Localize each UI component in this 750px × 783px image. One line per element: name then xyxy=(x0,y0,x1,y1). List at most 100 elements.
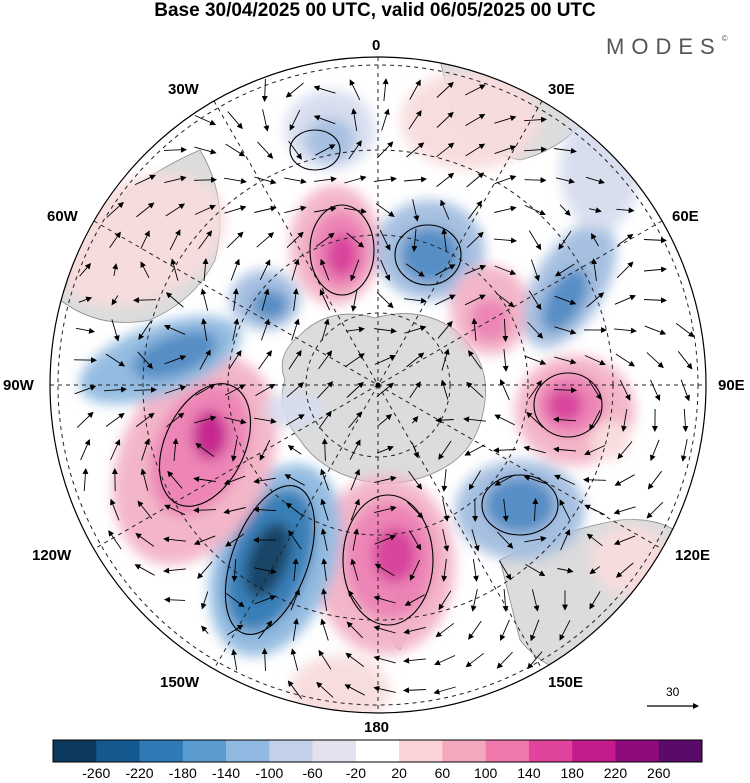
lon-label-180: 180 xyxy=(364,719,390,736)
wind-arrow xyxy=(591,233,599,247)
wind-arrow xyxy=(530,619,540,642)
wind-arrow xyxy=(200,288,209,311)
wind-arrow xyxy=(313,115,336,125)
wind-arrow xyxy=(468,620,482,640)
wind-arrow xyxy=(193,535,216,546)
wind-arrow xyxy=(374,354,397,365)
wind-arrow xyxy=(502,588,509,612)
wind-arrow xyxy=(382,78,389,101)
wind-arrow xyxy=(103,386,127,393)
wind-arrow xyxy=(502,349,509,372)
wind-arrow xyxy=(228,349,242,370)
wind-arrow xyxy=(165,203,186,217)
wind-arrow xyxy=(589,207,602,214)
map-boundary xyxy=(49,56,707,714)
south-pole-marker xyxy=(375,382,381,388)
vector-scale-label: 30 xyxy=(666,685,680,699)
wind-arrow xyxy=(436,172,455,187)
wind-arrow xyxy=(466,381,484,398)
wind-arrow xyxy=(350,468,361,491)
wind-arrow xyxy=(374,563,395,577)
wind-arrow xyxy=(502,499,509,522)
wind-arrow xyxy=(164,504,186,516)
wind-arrow xyxy=(163,567,186,574)
wind-arrow xyxy=(378,414,393,426)
wind-arrow xyxy=(376,382,394,398)
wind-arrow xyxy=(412,199,420,222)
wind-arrow xyxy=(292,618,299,641)
wind-arrow xyxy=(314,205,337,213)
wind-arrow xyxy=(290,588,300,611)
wind-arrow xyxy=(464,294,486,306)
wind-arrow xyxy=(193,476,216,483)
wind-arrow xyxy=(320,468,330,491)
wind-arrow xyxy=(554,263,575,277)
wind-arrow xyxy=(465,113,486,126)
wind-arrow xyxy=(288,530,302,550)
wind-arrow xyxy=(649,439,660,462)
wind-arrow xyxy=(163,536,186,543)
wind-arrow xyxy=(464,84,486,96)
wind-arrow xyxy=(199,349,211,370)
colorbar-tick: -260 xyxy=(82,765,111,781)
wind-arrow xyxy=(527,651,543,670)
wind-arrow xyxy=(379,229,391,251)
wind-arrow xyxy=(350,558,359,581)
wind-arrow xyxy=(554,326,577,335)
wind-arrow xyxy=(345,652,365,667)
wind-arrow xyxy=(351,108,358,131)
wind-arrow xyxy=(584,504,606,516)
wind-arrow xyxy=(284,177,307,185)
wind-arrow xyxy=(320,528,328,551)
wind-arrow xyxy=(225,593,245,608)
wind-arrow xyxy=(591,258,598,281)
wind-arrow xyxy=(227,111,243,130)
wind-arrow xyxy=(435,417,454,424)
map-disk xyxy=(50,57,706,713)
colorbar-bin xyxy=(658,740,703,762)
wind-arrow xyxy=(258,350,272,370)
wind-arrow xyxy=(589,410,601,431)
wind-arrow xyxy=(225,384,246,396)
wind-arrow xyxy=(531,589,540,612)
wind-arrow xyxy=(528,290,542,311)
wind-arrow xyxy=(166,412,185,428)
wind-arrow xyxy=(616,207,635,214)
wind-arrow xyxy=(164,385,187,394)
wind-arrow xyxy=(287,445,302,455)
wind-arrow xyxy=(675,323,695,338)
wind-arrow xyxy=(134,174,156,186)
wind-arrow xyxy=(619,379,631,401)
wind-arrow xyxy=(289,109,301,131)
brand-text: MODES xyxy=(606,34,722,59)
colorbar-bin xyxy=(572,740,616,762)
wind-arrow xyxy=(466,172,485,188)
wind-arrow xyxy=(110,498,120,521)
contours xyxy=(158,129,603,635)
wind-arrow xyxy=(525,564,546,577)
wind-arrow xyxy=(468,470,481,491)
wind-arrow xyxy=(494,145,517,155)
colorbar-bin xyxy=(615,740,660,762)
wind-arrow xyxy=(465,652,484,668)
wind-arrow xyxy=(404,594,425,606)
wind-arrow xyxy=(224,177,247,184)
wind-arrow xyxy=(643,266,667,273)
wind-arrow xyxy=(288,140,302,160)
wind-arrow xyxy=(435,622,454,638)
wind-arrow xyxy=(112,263,119,276)
wind-arrow xyxy=(682,408,689,432)
wind-arrow xyxy=(319,289,331,311)
wind-arrow xyxy=(464,264,487,275)
wind-arrow xyxy=(409,381,421,399)
wind-arrow xyxy=(441,469,448,492)
wind-arrow xyxy=(254,205,277,213)
wind-arrow xyxy=(346,381,364,398)
wind-arrow xyxy=(253,506,277,513)
wind-arrow xyxy=(317,381,334,399)
wind-arrow xyxy=(140,468,149,491)
wind-arrow xyxy=(468,200,483,220)
wind-arrow xyxy=(226,231,244,249)
wind-arrow xyxy=(169,229,181,251)
